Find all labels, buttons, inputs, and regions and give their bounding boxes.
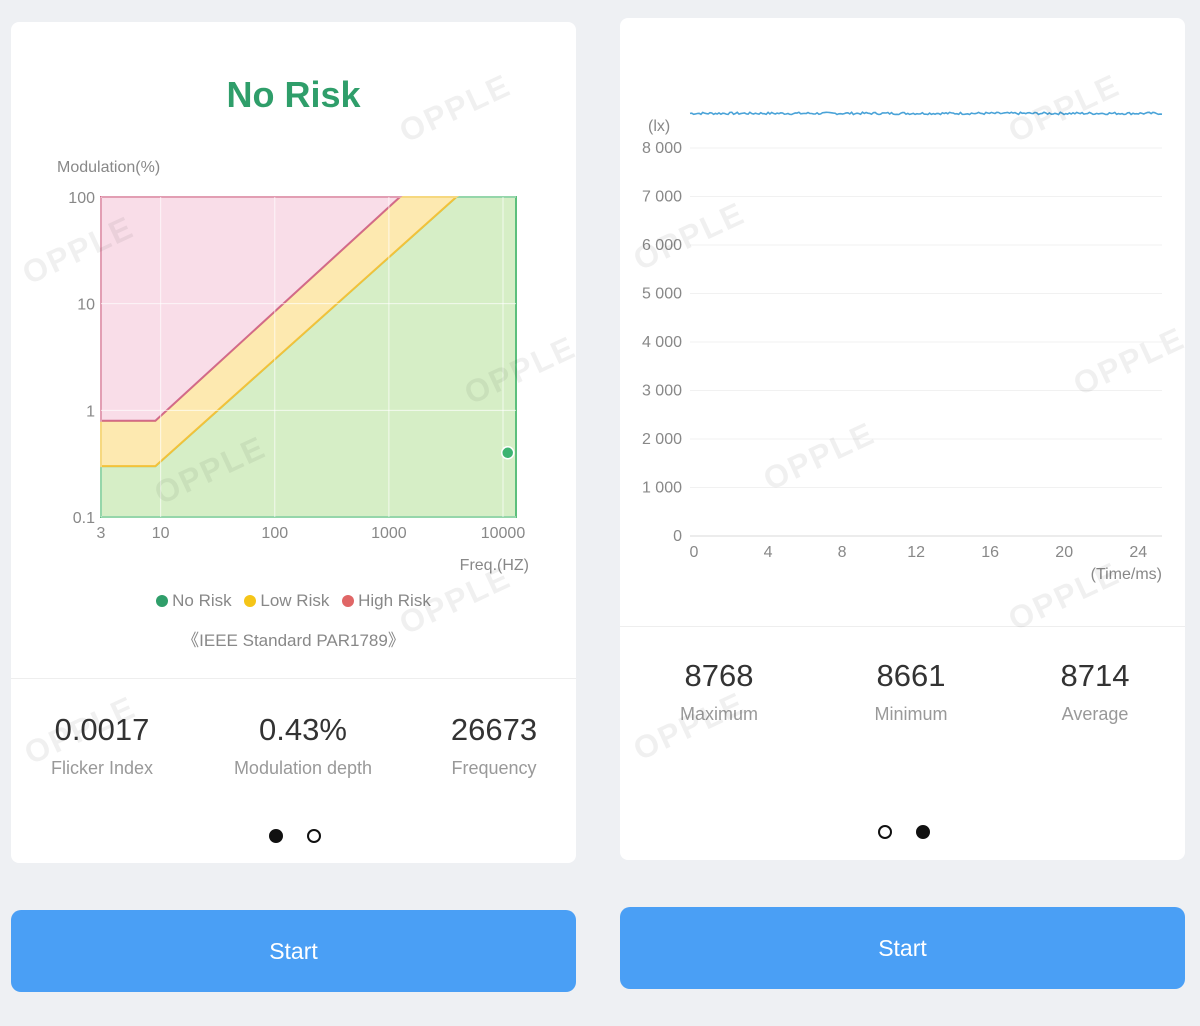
- stat-value: 0.43%: [259, 712, 347, 747]
- x-tick-label: 4: [764, 544, 773, 561]
- x-tick-label: 100: [261, 525, 288, 542]
- x-tick-label: 10000: [481, 525, 526, 542]
- x-tick-label: 20: [1055, 544, 1073, 561]
- legend-no-risk: No Risk: [156, 591, 232, 611]
- y-tick-label: 10: [77, 297, 95, 314]
- legend-label: High Risk: [358, 591, 431, 610]
- stat-value: 8714: [1060, 658, 1130, 693]
- start-button-left[interactable]: Start: [11, 910, 576, 992]
- legend-high-risk: High Risk: [342, 591, 431, 611]
- stat-maximum: 8768 Maximum: [624, 658, 814, 725]
- y-tick-label: 7 000: [642, 189, 682, 206]
- illuminance-series-line: [689, 111, 1163, 116]
- risk-status-title: No Risk: [226, 74, 361, 115]
- x-axis-label: (Time/ms): [1091, 566, 1162, 583]
- y-tick-label: 1 000: [642, 480, 682, 497]
- divider: [620, 626, 1185, 627]
- x-tick-label: 3: [97, 525, 106, 542]
- flicker-risk-chart: 3 10 100 1000 10000 100 10 1 0.1 Modulation(%) Fre…: [57, 159, 529, 574]
- y-axis-label: Modulation(%): [57, 159, 160, 176]
- stat-average: 8714 Average: [1000, 658, 1185, 725]
- legend-dot-green: [156, 595, 169, 607]
- y-tick-label: 4 000: [642, 334, 682, 351]
- stat-value: 8661: [876, 658, 946, 693]
- x-tick-label: 24: [1129, 544, 1147, 561]
- stat-flicker-index: 0.0017 Flicker Index: [11, 712, 197, 779]
- y-axis-label: (lx): [648, 118, 670, 135]
- page-dot-2[interactable]: [916, 825, 930, 839]
- stat-value: 8768: [684, 658, 754, 693]
- y-tick-label: 0: [673, 528, 682, 545]
- y-tick-label: 3 000: [642, 383, 682, 400]
- stat-label: Minimum: [874, 704, 948, 724]
- x-tick-label: 16: [981, 544, 999, 561]
- page-dot-2[interactable]: [307, 829, 321, 843]
- illuminance-chart: 0 1 000 2 000 3 000 4 000 5 000 6 000 7 000 8 00…: [642, 111, 1163, 583]
- y-tick-label: 0.1: [73, 510, 95, 527]
- stat-frequency: 26673 Frequency: [399, 712, 576, 779]
- page-dot-1[interactable]: [878, 825, 892, 839]
- stat-label: Average: [1061, 704, 1129, 724]
- legend-dot-red: [342, 595, 355, 607]
- x-axis-label: Freq.(HZ): [460, 557, 529, 574]
- stat-label: Maximum: [679, 704, 758, 724]
- legend-label: No Risk: [172, 591, 232, 610]
- illuminance-card: 0 1 000 2 000 3 000 4 000 5 000 6 000 7 000 8 00…: [620, 18, 1185, 860]
- stat-label: Flicker Index: [50, 758, 154, 778]
- page-indicator[interactable]: [269, 829, 321, 843]
- y-tick-label: 8 000: [642, 140, 682, 157]
- y-tick-label: 5 000: [642, 286, 682, 303]
- legend-dot-yellow: [244, 595, 257, 607]
- x-tick-label: 8: [838, 544, 847, 561]
- divider: [11, 678, 576, 679]
- legend-label: Low Risk: [260, 591, 330, 610]
- y-tick-label: 1: [86, 403, 95, 420]
- y-tick-label: 6 000: [642, 237, 682, 254]
- stat-label: Frequency: [451, 758, 537, 778]
- stat-value: 26673: [450, 712, 538, 747]
- stat-value: 0.0017: [54, 712, 150, 747]
- legend-low-risk: Low Risk: [244, 591, 329, 611]
- x-tick-label: 10: [152, 525, 170, 542]
- x-tick-label: 12: [907, 544, 925, 561]
- stat-modulation-depth: 0.43% Modulation depth: [208, 712, 398, 779]
- flicker-card: No Risk 3 10 100 1000 10000 100 10 1 0.1 Modulati…: [11, 22, 576, 863]
- y-tick-label: 2 000: [642, 431, 682, 448]
- standard-reference: 《IEEE Standard PAR1789》: [182, 631, 405, 650]
- y-tick-label: 100: [68, 190, 95, 207]
- x-tick-label: 1000: [371, 525, 407, 542]
- measurement-point: [500, 446, 515, 460]
- start-button-right[interactable]: Start: [620, 907, 1185, 989]
- chart-legend: No Risk Low Risk High Risk: [11, 591, 576, 611]
- page-dot-1[interactable]: [269, 829, 283, 843]
- page-indicator[interactable]: [878, 825, 930, 839]
- x-tick-label: 0: [690, 544, 699, 561]
- stat-label: Modulation depth: [233, 758, 373, 778]
- stat-minimum: 8661 Minimum: [816, 658, 1006, 725]
